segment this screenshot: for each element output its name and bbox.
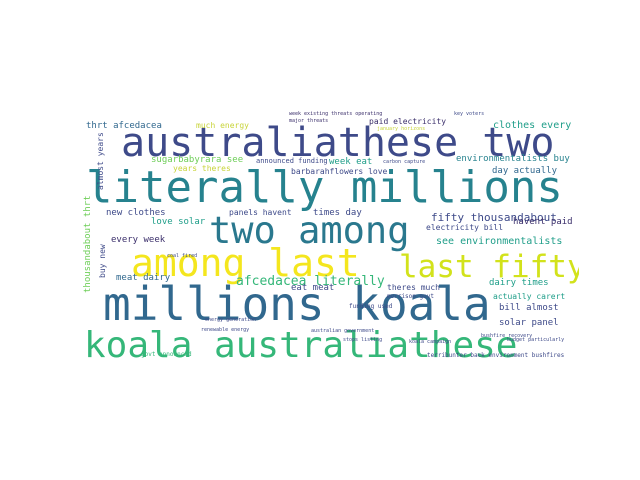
word-actually-carert: actually carert: [493, 292, 566, 301]
word-thousandabout-thrt: thousandabout thrt: [83, 195, 93, 293]
word-much-energy: much energy: [196, 121, 249, 130]
word-new-clothes: new clothes: [106, 208, 166, 218]
word-theres-much: theres much: [387, 283, 440, 292]
word-millions-koala: millions koala: [103, 277, 491, 331]
word-havent-paid: havent paid: [513, 217, 573, 227]
word-clothes-every: clothes every: [493, 120, 572, 131]
word-major-threats: major threats: [289, 118, 329, 124]
word-koala-campaign: koala campaign: [409, 339, 452, 345]
word-week-existing-threats-operating: week existing threats operating: [289, 111, 383, 117]
word-energy-generation: energy generation: [205, 317, 257, 323]
word-govt-announced: govt announced: [141, 351, 192, 358]
word-panels-havent: panels havent: [229, 208, 292, 217]
word-years-theres: years theres: [173, 164, 231, 173]
word-barbarahflowers-love: barbarahflowers love: [291, 167, 388, 176]
word-see-environmentalists: see environmentalists: [436, 236, 563, 247]
word-solar-panel: solar panel: [499, 318, 559, 328]
word-day-actually: day actually: [492, 166, 558, 176]
word-renewable-energy: renewable energy: [201, 327, 250, 333]
word-fifty-thousandabout: fifty thousandabout: [431, 211, 557, 224]
word-afcedacea-literally: afcedacea literally: [236, 274, 385, 289]
word-morrison-govt: morrison govt: [387, 293, 434, 300]
word-paid-electricity: paid electricity: [369, 117, 447, 126]
word-sugarbabyrara-see: sugarbabyrara see: [151, 155, 244, 165]
word-thrt-afcedacea: thrt afcedacea: [86, 121, 162, 131]
word-stops-listing: stops listing: [343, 337, 383, 343]
word-meat-dairy: meat dairy: [116, 273, 171, 283]
word-coal-fired: coal fired: [167, 253, 198, 259]
word-eat-meat: eat meat: [291, 283, 335, 293]
word-dairy-times: dairy times: [489, 278, 549, 288]
word-carbon-capture: carbon capture: [383, 159, 426, 165]
word-electricity-bill: electricity bill: [426, 223, 504, 232]
word-last-fifty: last fifty: [399, 249, 579, 285]
word-koala-australiathese: koala australiathese: [84, 325, 518, 363]
word-environmentalists-buy: environmentalists buy: [456, 154, 570, 164]
word-australiathese-two: australiathese two: [121, 120, 555, 166]
word-bill-almost: bill almost: [499, 303, 559, 313]
word-week-eat: week eat: [329, 157, 373, 167]
word-times-day: times day: [313, 208, 362, 218]
word-terribunter-back-environment-bushfires: terribunter back environment bushfires: [427, 352, 565, 359]
word-every-week: every week: [111, 235, 166, 245]
word-bushfire-recovery: bushfire recovery: [481, 333, 533, 339]
word-two-among: two among: [209, 209, 410, 252]
word-key-voters: key voters: [454, 111, 485, 117]
word-funding-used: funding used: [349, 303, 393, 310]
word-cloud: australiathese two literally millions tw…: [81, 108, 579, 362]
word-literally-millions: literally millions: [86, 162, 563, 213]
word-almost-years: almost years: [96, 132, 105, 190]
word-january-horizons: january horizons: [377, 126, 426, 132]
word-love-solar: love solar: [151, 217, 206, 227]
word-buy-new: buy new: [98, 244, 107, 278]
word-budget-particularly: budget particularly: [507, 337, 565, 343]
word-australian-government: australian government: [311, 328, 375, 334]
word-among-last: among last: [131, 241, 360, 285]
word-announced-funding: announced funding: [256, 157, 328, 165]
